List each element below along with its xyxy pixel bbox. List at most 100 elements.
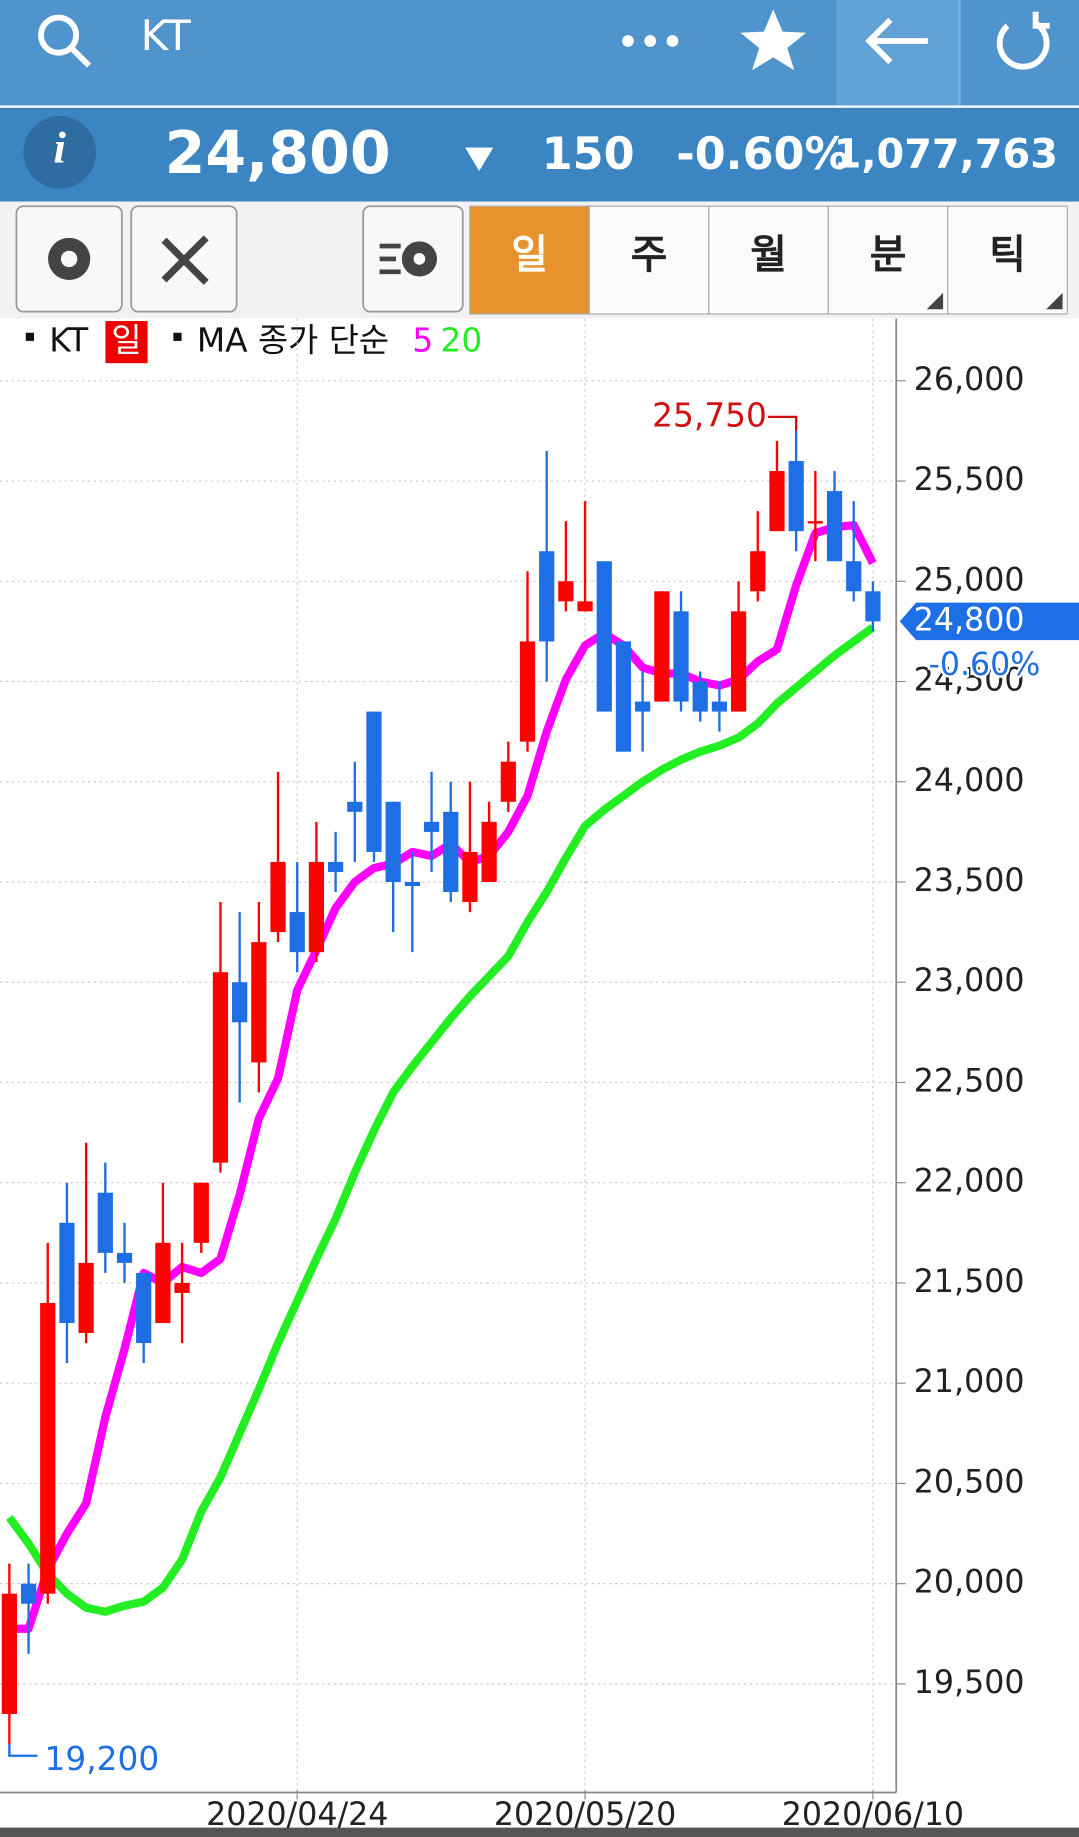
candle-body [596,561,612,712]
legend-bullet [173,332,182,341]
info-button[interactable] [23,115,97,189]
y-tick-label: 19,500 [914,1665,1025,1701]
y-tick-label: 23,500 [914,863,1025,899]
change-pct: -0.60% [676,129,849,180]
divider [958,0,961,106]
candle-body [807,521,823,524]
search-icon[interactable] [38,14,92,68]
plot: 19,500 20,000 20,500 21,000 21,500 22,000 22,5… [0,318,1079,1833]
candle-body [865,591,881,622]
symbol: KT [141,11,191,60]
candle-body [174,1282,190,1293]
candle-body [289,912,305,953]
high-label: 25,750 [652,396,767,434]
period-tab-label: 일 [511,232,548,278]
low-label: 19,200 [45,1740,160,1778]
candle-body [59,1222,75,1324]
tab-corner [926,292,944,310]
low-marker [8,1744,38,1757]
legend-entry: 20 [441,322,483,360]
candle-body [826,491,843,562]
indicator-icon [379,241,437,277]
ma-line [9,521,877,1633]
period-tab[interactable] [947,205,1068,315]
legend-period-bg [105,321,148,364]
more-icon[interactable] [622,35,679,47]
candle-body [500,761,516,802]
legend-entry: 5 [412,322,433,360]
candle-body [20,1583,37,1604]
back-icon[interactable] [865,17,928,65]
candle-body [212,972,229,1163]
candle-body [423,821,440,832]
y-tick-label: 25,000 [914,562,1025,598]
candle-body [347,801,363,812]
candle-body [711,701,728,712]
last-price-box [899,602,1079,641]
candle-body [519,641,536,742]
info-icon: i [54,123,67,173]
candle-body [40,1302,56,1594]
y-tick-label: 24,000 [914,763,1025,799]
y-tick-label: 20,500 [914,1464,1025,1500]
y-tick-label: 26,000 [914,362,1025,398]
period-tab[interactable] [469,205,590,315]
period-tab-label: 틱 [989,232,1026,278]
tab-corner [1046,292,1063,310]
candle-body [116,1252,133,1263]
quote-bar [0,107,1079,202]
high-marker [768,415,798,431]
y-tick-label: 25,500 [914,462,1025,498]
candle-body [577,601,593,612]
candle-body [558,581,574,602]
candle-body [673,611,689,702]
ma-line [6,624,876,1616]
candle-body [769,471,785,532]
candle-body [635,701,651,712]
x-tick-label: 2020/05/20 [494,1797,676,1833]
candle-body [270,861,286,933]
back-button-bg[interactable] [836,0,959,106]
candle-body [730,611,747,712]
period-tab[interactable] [827,205,949,315]
refresh-icon[interactable] [996,11,1050,70]
candle-body [846,561,862,592]
candle-body [692,681,708,712]
down-arrow [465,147,494,172]
period-tab-label: 분 [870,232,907,278]
candle-body [251,942,267,1063]
y-tick-label: 23,000 [914,963,1025,999]
candle-body [308,861,325,953]
settings-icon [48,237,91,281]
candle-body [443,811,459,893]
period-tab-label: 월 [750,232,787,278]
last-change-label: -0.60% [928,647,1040,683]
last-price-label: 24,800 [914,602,1025,638]
period-tab-label: 주 [631,232,668,278]
candle-body [788,461,804,532]
legend-symbol: KT [49,322,89,360]
y-tick-label: 24,500 [914,663,1025,699]
legend-bullet [25,332,34,341]
candle-body [232,982,248,1023]
favorite-icon[interactable] [740,9,807,71]
candle-body [155,1242,171,1324]
candle-body [327,861,344,872]
tools-icon [161,235,209,285]
candle-body [462,851,478,903]
volume: 1,077,763 [834,131,1058,177]
change: 150 [542,129,635,180]
y-tick-label: 20,000 [914,1565,1025,1601]
x-tick-label: 2020/04/24 [206,1797,388,1833]
candle-body [385,801,401,882]
y-tick-label: 21,000 [914,1364,1025,1400]
legend-ma: MA 종가 단순 [197,322,389,360]
candle-body [193,1182,209,1243]
period-tab[interactable] [588,205,710,315]
candle-body [750,551,766,592]
candle-body [366,711,382,852]
candle-body [615,641,632,752]
